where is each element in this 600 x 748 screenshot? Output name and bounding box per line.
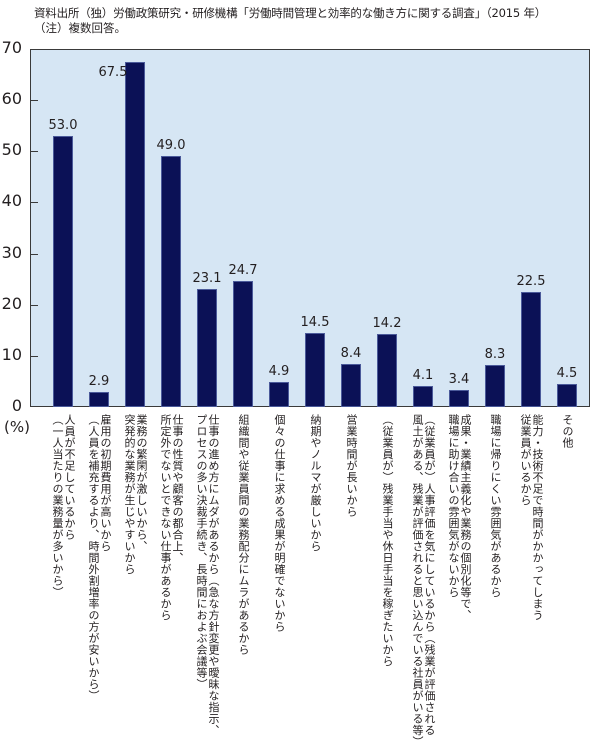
bar-value-label: 53.0 (48, 117, 78, 133)
bar-value-label: 4.9 (268, 363, 290, 379)
y-tick-mark (30, 151, 38, 153)
bar-value-label: 23.1 (192, 270, 222, 286)
y-tick-label: 50 (1, 140, 22, 160)
y-tick-label: 10 (1, 344, 22, 364)
bar-value-label: 22.5 (516, 273, 546, 289)
bar (269, 381, 289, 407)
y-tick-label: 30 (1, 242, 22, 262)
category-label: 個々の仕事に求める成果が明確でないから (273, 414, 286, 633)
y-tick-mark (30, 253, 38, 255)
category-label: 納期やノルマが厳しいから (309, 414, 322, 552)
category-label: （従業員が）残業手当や休日手当を稼ぎたいから (381, 414, 394, 667)
category-label: 仕事の性質や顧客の都合上、 所定外でないとできない仕事があるから (159, 414, 184, 621)
bar (449, 389, 469, 407)
y-tick-mark (30, 355, 38, 357)
bar (557, 383, 577, 407)
bar (413, 386, 433, 407)
bar (521, 291, 541, 407)
bar-value-label: 3.4 (448, 371, 470, 387)
y-axis-unit: (%) (4, 418, 30, 436)
category-label: その他 (561, 414, 574, 449)
bar (161, 156, 181, 407)
y-tick-mark (30, 202, 38, 204)
category-label: （従業員が）人事評価を気にしているから（残業が評価される 風土がある、残業が評価… (411, 414, 436, 748)
y-tick-label: 40 (1, 191, 22, 211)
note-caption: （注）複数回答。 (34, 21, 126, 35)
bar-value-label: 8.3 (484, 346, 506, 362)
category-label: 職場に帰りにくい雰囲気があるから (489, 414, 502, 598)
bar (197, 288, 217, 407)
category-label: 営業時間が長いから (345, 414, 358, 518)
bar (233, 280, 253, 407)
bar (305, 332, 325, 407)
bar (341, 364, 361, 407)
y-tick-mark (30, 304, 38, 306)
category-label: 仕事の進め方にムダがあるから（急な方針変更や曖昧な指示、 プロセスの多い決裁手続… (195, 414, 220, 736)
y-tick-label: 0 (11, 396, 22, 415)
bar-value-label: 14.5 (300, 314, 330, 330)
bar (89, 392, 109, 407)
bar-value-label: 4.1 (412, 368, 434, 384)
bar-value-label: 2.9 (88, 374, 110, 390)
bar (125, 61, 145, 407)
category-label: 組織間や従業員間の業務配分にムラがあるから (237, 414, 250, 656)
category-label: 成果・業績主義化や業務の個別化等で、 職場に助け合いの雰囲気がないから (447, 414, 472, 621)
bar-value-label: 67.5 (98, 64, 128, 80)
source-caption: 資料出所（独）労働政策研究・研修機構「労働時間管理と効率的な働き方に関する調査」… (34, 6, 547, 20)
bar (53, 135, 73, 407)
bar-value-label: 49.0 (156, 138, 186, 154)
bar-value-label: 8.4 (340, 346, 362, 362)
category-label: 雇用の初期費用が高いから （人員を補充するより、時間外割増率の方が安いから） (87, 414, 112, 702)
y-tick-label: 70 (1, 38, 22, 57)
y-tick-mark (30, 100, 38, 102)
bar (377, 334, 397, 407)
bar-value-label: 24.7 (228, 262, 258, 278)
y-tick-label: 60 (1, 89, 22, 109)
y-tick-label: 20 (1, 293, 22, 313)
category-label: 能力・技術不足で時間がかかってしまう 従業員がいるから (519, 414, 544, 621)
bar (485, 364, 505, 407)
category-label: 人員が不足しているから （一人当たりの業務量が多いから） (51, 414, 76, 598)
category-label: 業務の繁閑が激しいから、 突発的な業務が生じやすいから (123, 414, 148, 575)
bar-value-label: 4.5 (556, 365, 578, 381)
bar-value-label: 14.2 (372, 316, 402, 332)
